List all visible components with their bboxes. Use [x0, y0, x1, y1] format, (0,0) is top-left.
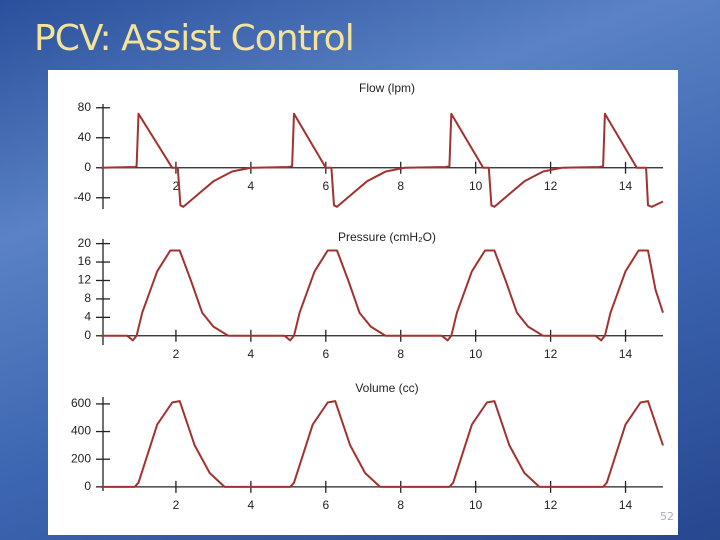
x-tick-label: 14 [619, 498, 633, 512]
y-tick-label: 16 [78, 254, 92, 268]
y-tick-label: 0 [84, 479, 91, 493]
y-tick-label: 8 [84, 291, 91, 305]
x-tick-label: 4 [248, 498, 255, 512]
x-tick-label: 12 [544, 347, 558, 361]
y-tick-label: 20 [78, 236, 92, 250]
axis-title: Pressure (cmH₂O) [338, 230, 436, 244]
x-tick-label: 8 [397, 179, 404, 193]
x-tick-label: 2 [173, 347, 180, 361]
y-tick-label: 40 [78, 130, 92, 144]
y-tick-label: 12 [78, 273, 92, 287]
page-number: 52 [660, 510, 674, 523]
x-tick-label: 6 [322, 179, 329, 193]
y-tick-label: 4 [84, 310, 91, 324]
x-tick-label: 6 [322, 347, 329, 361]
x-tick-label: 4 [248, 347, 255, 361]
y-tick-label: 600 [71, 396, 91, 410]
x-tick-label: 10 [469, 347, 483, 361]
x-tick-label: 14 [619, 347, 633, 361]
chart-panel [48, 70, 678, 535]
data-line [101, 249, 664, 342]
x-tick-label: 4 [248, 179, 255, 193]
x-tick-label: 8 [397, 347, 404, 361]
x-tick-label: 12 [544, 498, 558, 512]
axis-title: Flow (lpm) [359, 81, 415, 95]
x-tick-label: 2 [173, 179, 180, 193]
y-tick-label: 400 [71, 424, 91, 438]
x-tick-label: 6 [322, 498, 329, 512]
y-tick-label: 80 [78, 100, 92, 114]
slide-title: PCV: Assist Control [34, 18, 355, 59]
x-tick-label: 10 [469, 498, 483, 512]
x-tick-label: 10 [469, 179, 483, 193]
axis-title: Volume (cc) [355, 381, 418, 395]
x-tick-label: 14 [619, 179, 633, 193]
y-tick-label: 0 [84, 160, 91, 174]
x-tick-label: 2 [173, 498, 180, 512]
data-line [100, 112, 664, 208]
y-tick-label: -40 [74, 190, 92, 204]
y-tick-label: 200 [71, 451, 91, 465]
x-tick-label: 8 [397, 498, 404, 512]
x-tick-label: 12 [544, 179, 558, 193]
y-tick-label: 0 [84, 328, 91, 342]
data-line [101, 400, 664, 488]
